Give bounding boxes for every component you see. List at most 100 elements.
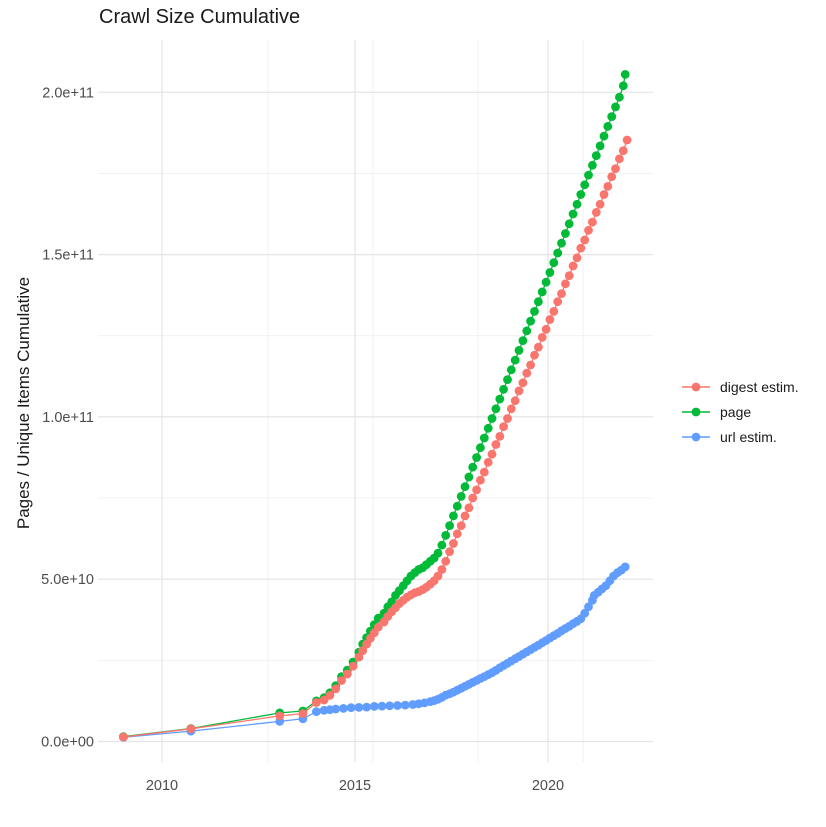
data-point (362, 702, 371, 712)
data-point (487, 449, 497, 459)
data-point (622, 135, 632, 145)
y-tick-label: 1.0e+11 (42, 410, 94, 426)
x-tick-label: 2020 (532, 778, 564, 794)
data-point (400, 700, 410, 710)
data-point (537, 287, 547, 297)
data-point (522, 368, 532, 378)
legend-key-point (691, 432, 701, 442)
data-point (557, 289, 566, 298)
data-point (530, 350, 539, 360)
data-point (437, 565, 447, 574)
data-point (557, 238, 566, 248)
y-tick-label: 5.0e+10 (41, 572, 94, 588)
data-point (595, 141, 605, 151)
data-point (526, 316, 535, 326)
data-point (561, 229, 570, 238)
data-point (564, 219, 574, 229)
data-point (618, 146, 628, 156)
data-point (312, 707, 321, 716)
data-point (491, 404, 501, 414)
data-point (491, 440, 501, 449)
data-point (591, 208, 601, 217)
data-point (591, 151, 601, 161)
data-point (499, 422, 508, 431)
data-point (580, 608, 590, 618)
data-point (603, 122, 613, 131)
data-point (545, 268, 555, 277)
legend-label: digest estim. (720, 379, 799, 395)
data-point (541, 277, 551, 287)
data-point (373, 622, 383, 632)
data-point (476, 443, 485, 453)
y-tick-label: 2.0e+11 (42, 85, 94, 101)
data-point (615, 92, 624, 102)
data-point (553, 248, 563, 258)
data-point (595, 199, 605, 209)
data-point (433, 548, 443, 558)
data-point (499, 384, 508, 394)
data-point (445, 547, 454, 556)
data-point (518, 336, 528, 345)
data-point (526, 360, 535, 370)
data-point (342, 669, 352, 679)
data-point (275, 711, 285, 721)
legend-key-point (691, 407, 701, 417)
data-point (564, 271, 574, 281)
data-point (584, 225, 593, 235)
data-point (588, 217, 597, 227)
data-point (530, 307, 539, 316)
data-point (576, 190, 586, 199)
data-point (514, 346, 524, 355)
data-point (503, 414, 512, 423)
data-point (611, 164, 620, 174)
y-tick-label: 1.5e+11 (42, 248, 94, 264)
data-point (541, 324, 551, 334)
data-point (615, 154, 624, 164)
data-point (483, 457, 493, 467)
data-point (495, 432, 505, 441)
data-point (449, 511, 458, 521)
data-point (468, 493, 478, 503)
data-point (618, 81, 628, 91)
legend-item-url-estim-: url estim. (681, 429, 799, 445)
legend-key-icon (682, 432, 710, 442)
data-point (495, 394, 505, 404)
data-point (620, 70, 630, 79)
data-point (506, 404, 516, 414)
data-point (325, 691, 335, 700)
data-point (456, 492, 466, 501)
data-point (561, 279, 570, 289)
data-point (568, 261, 578, 271)
data-point (464, 503, 474, 513)
data-point (545, 315, 555, 324)
data-point (572, 253, 582, 263)
data-point (354, 652, 364, 662)
data-point (298, 709, 308, 718)
data-point (460, 511, 470, 521)
legend-key-icon (682, 407, 710, 417)
data-point (483, 423, 493, 433)
data-point (377, 701, 387, 711)
data-point (441, 531, 451, 540)
data-point (518, 378, 528, 388)
data-point (437, 540, 447, 550)
series-points-url-estim- (119, 562, 630, 742)
data-point (506, 365, 516, 375)
data-point (510, 396, 520, 406)
data-point (580, 235, 590, 245)
data-point (584, 170, 593, 180)
data-point (186, 724, 196, 734)
legend-item-page: page (681, 404, 799, 420)
data-point (584, 602, 593, 612)
series-points-digest-estim- (119, 135, 632, 742)
data-point (449, 539, 458, 548)
data-point (331, 704, 341, 714)
data-point (479, 433, 489, 443)
series-line-url-estim- (123, 566, 626, 738)
data-point (433, 571, 443, 581)
data-point (522, 326, 532, 336)
data-point (337, 676, 346, 685)
data-point (354, 703, 364, 712)
data-point (456, 521, 466, 530)
data-point (620, 562, 630, 572)
